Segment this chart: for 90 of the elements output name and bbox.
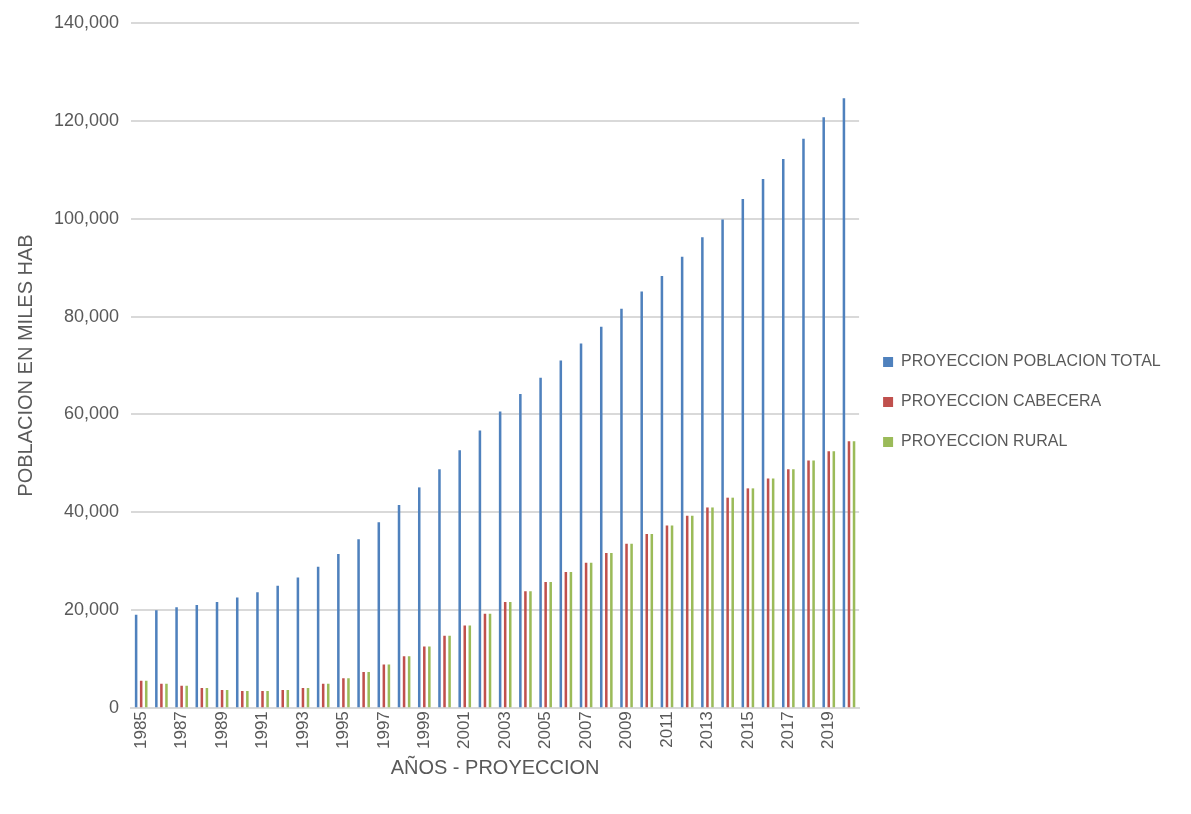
bar (337, 553, 340, 708)
y-tick-label: 140,000 (53, 11, 120, 32)
x-axis-title: AÑOS - PROYECCION (390, 754, 600, 778)
bar (342, 678, 345, 708)
bar (347, 678, 350, 708)
bar (640, 291, 643, 708)
y-tick-label: 20,000 (64, 599, 120, 620)
x-tick-label: 1995 (333, 711, 353, 750)
bar (155, 610, 158, 708)
bar (281, 690, 284, 708)
x-tick-label: 2009 (616, 711, 636, 750)
bar (812, 460, 815, 708)
bar (781, 158, 785, 708)
bar (827, 451, 831, 708)
x-tick-label: 2001 (454, 711, 474, 750)
x-tick-label: 1987 (171, 711, 191, 750)
legend-label: PROYECCION CABECERA (901, 392, 1102, 410)
bar (458, 450, 461, 708)
bar (241, 691, 244, 708)
bar (428, 646, 431, 708)
x-tick-label: 2007 (575, 711, 595, 750)
bar (266, 691, 269, 708)
bar (544, 581, 547, 708)
bar (605, 552, 608, 708)
bar (690, 515, 694, 708)
bar (620, 308, 623, 708)
bar (261, 691, 264, 708)
bar (185, 685, 188, 708)
bar (256, 592, 259, 708)
bar (443, 635, 446, 708)
y-axis-title: POBLACION EN MILES HAB (13, 234, 36, 497)
bar (524, 591, 527, 708)
bar (417, 487, 421, 708)
bar (599, 326, 603, 708)
bar (822, 117, 825, 708)
x-tick-label: 2017 (778, 711, 797, 750)
bar (792, 469, 795, 708)
bar (165, 683, 168, 708)
x-tick-label: 2015 (737, 711, 757, 750)
bar (807, 460, 810, 708)
y-tick-label: 60,000 (64, 403, 120, 424)
x-tick-label: 1991 (252, 711, 272, 750)
bar (276, 585, 279, 708)
y-tick-label: 120,000 (53, 109, 120, 130)
bar (367, 671, 370, 708)
bar (508, 601, 512, 708)
bar (529, 591, 532, 708)
bar (706, 507, 709, 708)
y-tick-label: 40,000 (64, 501, 120, 522)
bar (731, 497, 734, 708)
bar (246, 691, 249, 708)
bar (326, 683, 330, 708)
bar (610, 552, 613, 708)
bar (726, 497, 729, 708)
y-tick-label: 80,000 (64, 305, 120, 326)
x-tick-label: 1997 (373, 711, 393, 750)
x-tick-label: 1985 (130, 711, 150, 750)
x-tick-label: 2003 (494, 711, 514, 750)
bar (787, 469, 790, 708)
bar (539, 377, 542, 708)
bar (549, 581, 552, 708)
x-tick-label: 1999 (413, 711, 433, 750)
bar (711, 507, 714, 708)
bar (802, 138, 805, 708)
x-tick-label: 2005 (535, 711, 555, 750)
y-tick-label: 100,000 (53, 207, 120, 228)
bar (423, 646, 426, 708)
bar (630, 543, 633, 708)
x-tick-label: 2011 (656, 711, 676, 748)
bar (235, 597, 239, 708)
bar (180, 685, 183, 708)
legend-label: PROYECCION POBLACION TOTAL (901, 352, 1161, 370)
bar (721, 219, 724, 708)
y-tick-label: 0 (109, 697, 120, 718)
legend-label: PROYECCION RURAL (901, 432, 1068, 450)
x-tick-label: 2019 (818, 711, 838, 750)
bar (175, 607, 178, 708)
bar (362, 671, 365, 708)
bar (463, 625, 467, 708)
bar (160, 683, 163, 708)
bar (448, 635, 451, 708)
bar (357, 539, 360, 708)
bar (519, 393, 522, 708)
bar (645, 533, 649, 708)
x-tick-label: 1993 (292, 711, 312, 750)
bar (701, 237, 704, 708)
x-tick-label: 2013 (697, 711, 717, 750)
bar (625, 543, 628, 708)
x-tick-label: 1989 (211, 711, 231, 750)
bar (438, 469, 441, 708)
